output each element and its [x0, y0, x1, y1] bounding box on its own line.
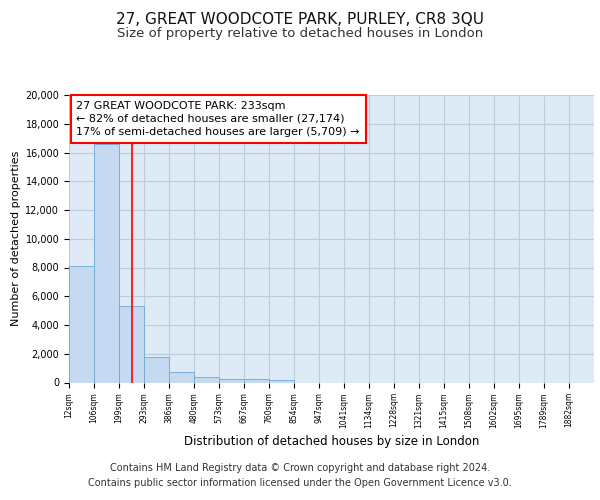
Text: Contains HM Land Registry data © Crown copyright and database right 2024.
Contai: Contains HM Land Registry data © Crown c…	[88, 462, 512, 487]
Bar	[144, 358, 169, 382]
Y-axis label: Number of detached properties: Number of detached properties	[11, 151, 21, 326]
Text: Size of property relative to detached houses in London: Size of property relative to detached ho…	[117, 28, 483, 40]
Bar	[219, 378, 244, 382]
Bar	[119, 306, 144, 382]
Text: 27, GREAT WOODCOTE PARK, PURLEY, CR8 3QU: 27, GREAT WOODCOTE PARK, PURLEY, CR8 3QU	[116, 12, 484, 28]
Bar	[269, 380, 294, 382]
Bar	[169, 372, 194, 382]
Text: 27 GREAT WOODCOTE PARK: 233sqm
← 82% of detached houses are smaller (27,174)
17%: 27 GREAT WOODCOTE PARK: 233sqm ← 82% of …	[77, 101, 360, 137]
Bar	[94, 144, 119, 382]
Bar	[69, 266, 94, 382]
Bar	[244, 380, 269, 382]
Bar	[194, 378, 219, 382]
X-axis label: Distribution of detached houses by size in London: Distribution of detached houses by size …	[184, 435, 479, 448]
